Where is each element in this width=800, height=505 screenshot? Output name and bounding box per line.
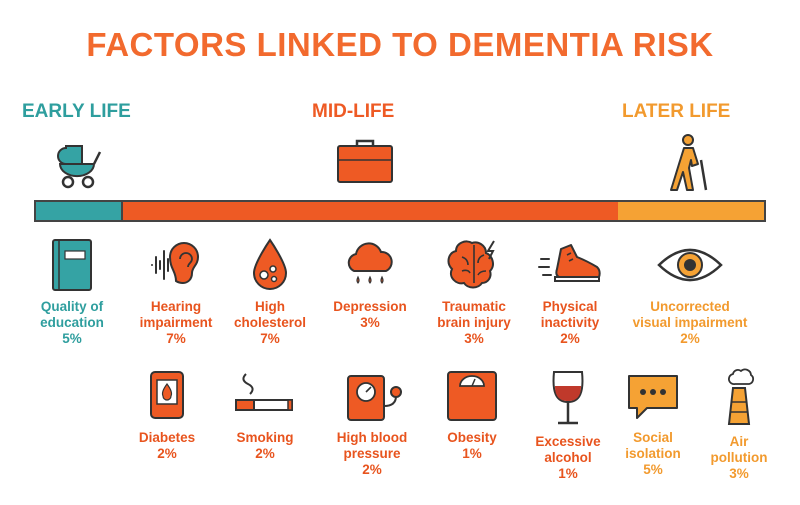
eye-icon <box>657 248 723 282</box>
factor-percent: 2% <box>255 446 275 461</box>
factor-label: Physical <box>542 299 598 314</box>
factor-label: High blood <box>336 430 408 445</box>
factor-traumatic-brain-injury: Traumatic brain injury 3% <box>422 237 526 347</box>
factor-label: Diabetes <box>138 430 196 445</box>
cigarette-icon <box>235 373 293 411</box>
factor-social-isolation: Social isolation 5% <box>614 368 692 478</box>
factor-label: Social <box>633 430 673 445</box>
stage-label-mid-life: MID-LIFE <box>312 101 395 122</box>
factor-label: impairment <box>139 315 213 330</box>
factor-label: Air <box>729 434 749 449</box>
blood-bag-icon <box>150 371 184 419</box>
factor-label: brain injury <box>437 315 511 330</box>
factor-label: Obesity <box>447 430 497 445</box>
timeline-segment-mid <box>123 202 618 220</box>
factor-percent: 2% <box>680 331 700 346</box>
factor-smoking: Smoking 2% <box>218 368 312 462</box>
blood-drop-icon <box>252 238 288 290</box>
factor-label: visual impairment <box>632 315 748 330</box>
stroller-icon <box>52 136 106 195</box>
briefcase-icon <box>335 136 395 191</box>
factor-label: education <box>40 315 104 330</box>
factor-label: alcohol <box>544 450 592 465</box>
factor-percent: 2% <box>560 331 580 346</box>
factor-percent: 3% <box>360 315 380 330</box>
factor-percent: 7% <box>260 331 280 346</box>
ear-icon <box>151 242 200 285</box>
rain-cloud-icon <box>347 242 393 284</box>
factor-label: Quality of <box>40 299 104 314</box>
smokestack-icon <box>727 368 754 425</box>
factor-label: pressure <box>343 446 401 461</box>
page-title: FACTORS LINKED TO DEMENTIA RISK <box>86 26 714 63</box>
factor-high-blood-pressure: High blood pressure 2% <box>322 368 422 478</box>
stage-label-later-life: LATER LIFE <box>622 101 731 122</box>
blood-pressure-monitor-icon <box>347 375 402 421</box>
book-icon <box>52 239 92 291</box>
factor-percent: 5% <box>643 462 663 477</box>
wine-glass-icon <box>552 371 584 425</box>
scale-icon <box>447 371 497 421</box>
factor-label: Uncorrected <box>650 299 730 314</box>
factor-depression: Depression 3% <box>318 237 422 331</box>
factor-label: inactivity <box>540 315 600 330</box>
factor-uncorrected-visual-impairment: Uncorrected visual impairment 2% <box>620 237 760 347</box>
factor-label: isolation <box>625 446 681 461</box>
factor-air-pollution: Air pollution 3% <box>700 368 778 482</box>
factor-hearing-impairment: Hearing impairment 7% <box>124 237 228 347</box>
factor-percent: 2% <box>157 446 177 461</box>
sneaker-icon <box>538 244 601 282</box>
speech-bubble-icon <box>628 375 678 419</box>
factor-quality-of-education: Quality of education 5% <box>20 237 124 347</box>
stage-label-early-life: EARLY LIFE <box>22 101 131 122</box>
timeline-segment-later <box>618 202 764 220</box>
factor-label: Traumatic <box>442 299 506 314</box>
factor-percent: 3% <box>729 466 749 481</box>
timeline-segment-early <box>36 202 123 220</box>
factor-label: Smoking <box>236 430 294 445</box>
factor-obesity: Obesity 1% <box>424 368 520 462</box>
factor-percent: 7% <box>166 331 186 346</box>
life-stage-timeline <box>34 200 766 222</box>
factor-label: pollution <box>710 450 768 465</box>
factor-label: cholesterol <box>233 315 307 330</box>
factor-percent: 1% <box>462 446 482 461</box>
factor-physical-inactivity: Physical inactivity 2% <box>518 237 622 347</box>
factor-percent: 2% <box>362 462 382 477</box>
walking-elder-icon <box>668 132 714 197</box>
factor-excessive-alcohol: Excessive alcohol 1% <box>520 368 616 482</box>
factor-percent: 3% <box>464 331 484 346</box>
factor-label: Excessive <box>535 434 601 449</box>
brain-icon <box>447 240 495 289</box>
factor-label: Hearing <box>150 299 202 314</box>
factor-label: High <box>255 299 285 314</box>
factor-label: Depression <box>333 299 407 314</box>
factor-high-cholesterol: High cholesterol 7% <box>218 237 322 347</box>
factor-percent: 1% <box>558 466 578 481</box>
factor-percent: 5% <box>62 331 82 346</box>
factor-diabetes: Diabetes 2% <box>120 368 214 462</box>
